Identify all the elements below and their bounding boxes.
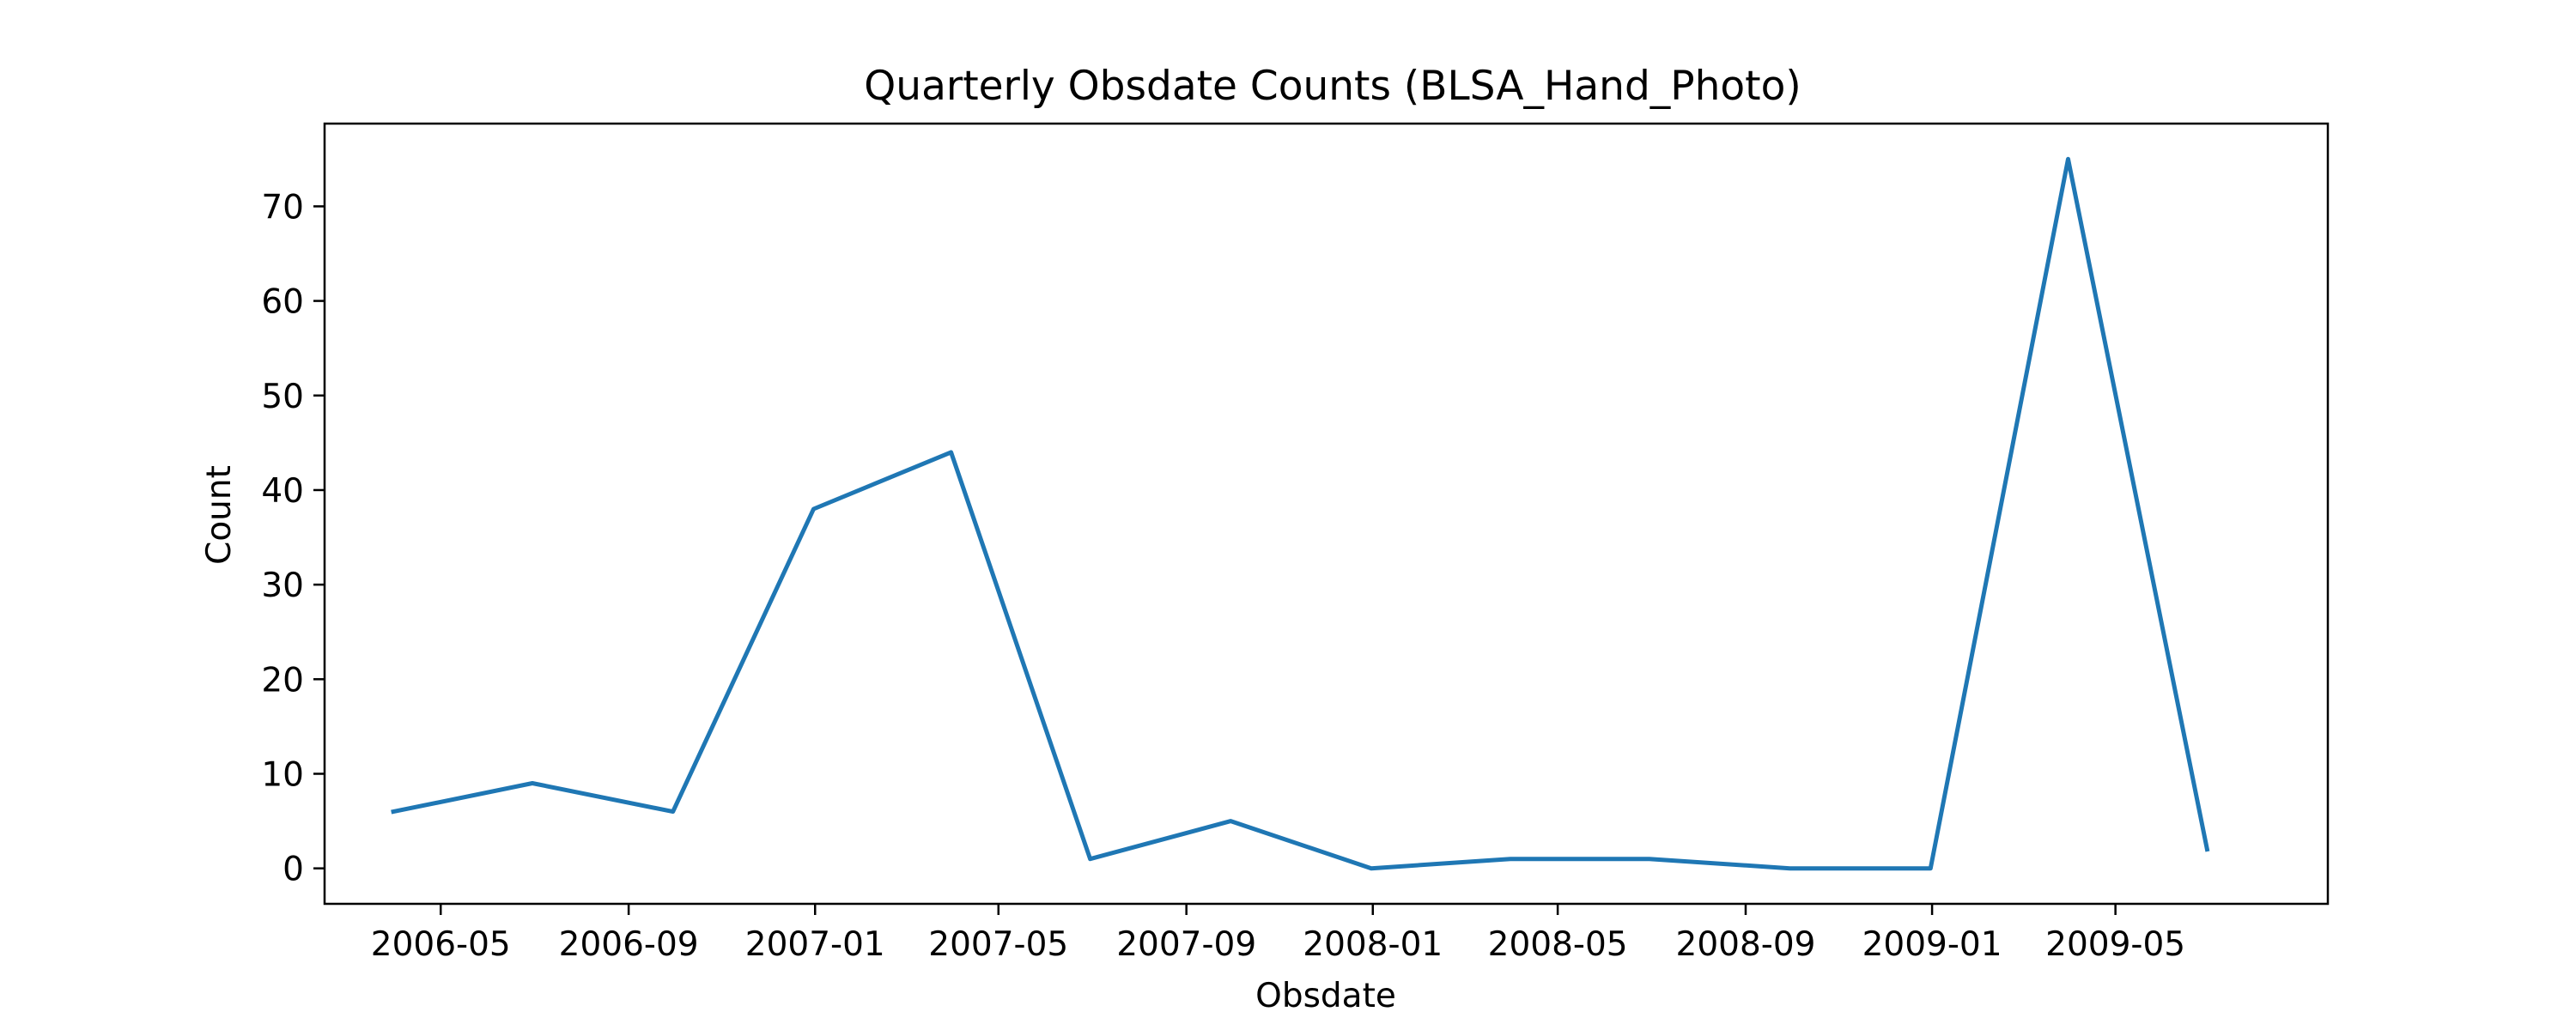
x-tick-label: 2008-05 bbox=[1488, 925, 1628, 964]
x-tick-label: 2007-09 bbox=[1116, 925, 1256, 964]
y-tick-label: 30 bbox=[261, 566, 304, 605]
plot-marks bbox=[391, 156, 2210, 871]
y-tick-label: 60 bbox=[261, 283, 304, 322]
y-tick-label: 0 bbox=[283, 851, 304, 889]
y-tick-label: 10 bbox=[261, 756, 304, 795]
x-tick-label: 2009-05 bbox=[2045, 925, 2185, 964]
x-tick-label: 2009-01 bbox=[1862, 925, 2002, 964]
x-axis: 2006-05 2006-09 2007-01 2007-05 2007-09 2008-… bbox=[371, 904, 2185, 964]
chart-title: Quarterly Obsdate Counts (BLSA_Hand_Phot… bbox=[864, 63, 1801, 110]
x-tick-label: 2007-01 bbox=[745, 925, 885, 964]
x-tick-label: 2008-09 bbox=[1676, 925, 1816, 964]
series-line-0 bbox=[391, 156, 2210, 871]
x-tick-label: 2007-05 bbox=[928, 925, 1068, 964]
x-tick-label: 2006-09 bbox=[559, 925, 699, 964]
y-tick-label: 70 bbox=[261, 188, 304, 227]
y-tick-label: 20 bbox=[261, 661, 304, 700]
x-tick-label: 2008-01 bbox=[1303, 925, 1443, 964]
x-tick-label: 2006-05 bbox=[371, 925, 511, 964]
plot-frame bbox=[323, 122, 2330, 906]
y-tick-label: 40 bbox=[261, 472, 304, 511]
y-tick-label: 50 bbox=[261, 378, 304, 416]
y-axis: 0 10 20 30 40 50 60 70 bbox=[261, 188, 325, 889]
x-axis-label: Obsdate bbox=[1255, 977, 1396, 1015]
y-axis-label: Count bbox=[200, 465, 239, 565]
